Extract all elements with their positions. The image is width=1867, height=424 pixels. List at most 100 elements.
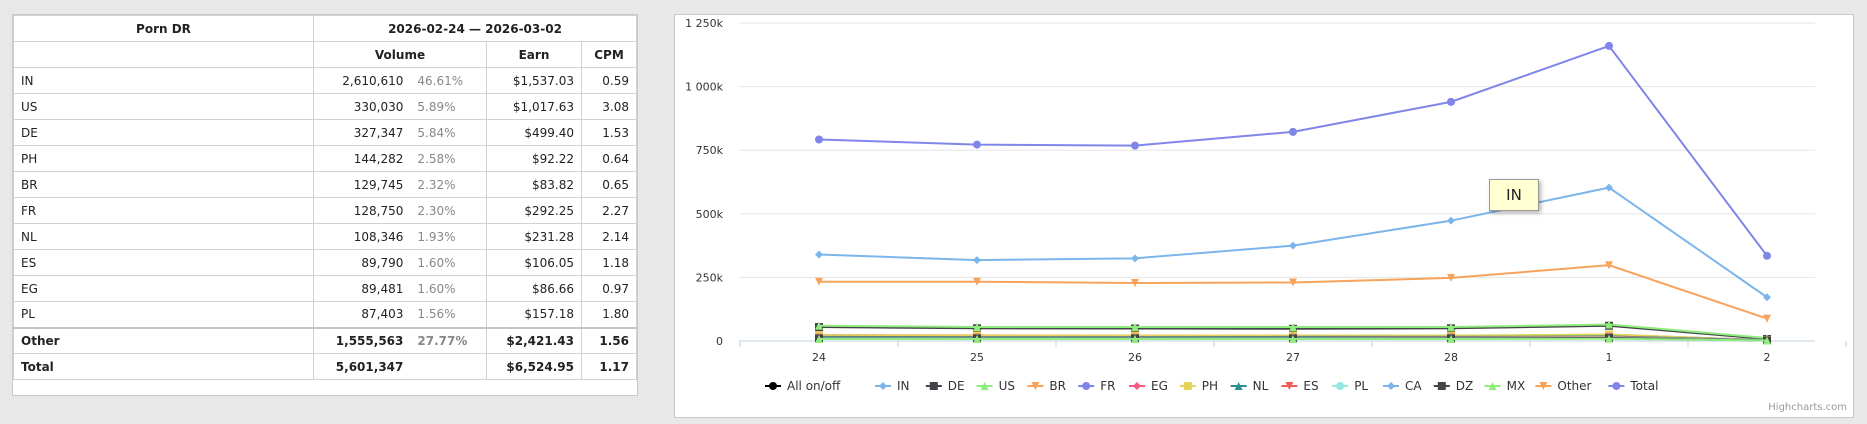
legend-marker[interactable] [1133, 382, 1141, 390]
data-point[interactable] [973, 323, 981, 332]
data-point[interactable] [1289, 241, 1297, 250]
legend-item-other[interactable]: Other [1557, 379, 1591, 393]
data-point[interactable] [1131, 278, 1139, 287]
data-point[interactable] [1131, 323, 1139, 332]
data-point[interactable] [1605, 261, 1613, 270]
data-point[interactable] [1763, 336, 1771, 345]
data-point[interactable] [1447, 323, 1455, 332]
row-country: PH [13, 145, 314, 172]
legend-marker[interactable] [1183, 382, 1192, 390]
data-point[interactable] [1447, 216, 1455, 225]
data-point[interactable] [815, 334, 823, 343]
row-volume: 1,555,563 [313, 326, 411, 354]
legend-marker[interactable] [1539, 382, 1548, 390]
legend-marker[interactable] [1437, 382, 1446, 390]
data-point[interactable] [1763, 293, 1771, 302]
table-period: 2026-02-24 — 2026-03-02 [313, 15, 637, 42]
data-point[interactable] [1763, 314, 1771, 323]
legend-item-eg[interactable]: EG [1151, 379, 1168, 393]
legend-marker[interactable] [1031, 382, 1040, 390]
row-percent: 1.93% [410, 223, 488, 250]
data-point[interactable] [1131, 141, 1139, 150]
table-column-header-row: Volume Earn CPM [13, 41, 637, 68]
legend-marker[interactable] [1488, 382, 1497, 390]
legend-item-ph[interactable]: PH [1202, 379, 1218, 393]
legend-marker[interactable] [1285, 382, 1294, 390]
data-point[interactable] [1605, 41, 1613, 50]
legend-item-br[interactable]: BR [1049, 379, 1066, 393]
legend-item-in[interactable]: IN [897, 379, 910, 393]
data-point[interactable] [1289, 278, 1297, 287]
legend-marker[interactable] [929, 382, 938, 390]
legend-item-total[interactable]: Total [1629, 379, 1658, 393]
data-point[interactable] [815, 250, 823, 259]
data-point[interactable] [973, 277, 981, 286]
table-row: PL 87,403 1.56% $157.18 1.80 [13, 301, 637, 328]
chart-credits[interactable]: Highcharts.com [1768, 402, 1847, 413]
header-cpm[interactable]: CPM [581, 41, 637, 68]
data-point[interactable] [1289, 323, 1297, 332]
row-country: PL [13, 301, 314, 328]
data-point[interactable] [1447, 97, 1455, 106]
data-point[interactable] [1131, 334, 1139, 343]
table-title-row: Porn DR 2026-02-24 — 2026-03-02 [13, 15, 637, 42]
data-point[interactable] [1447, 273, 1455, 282]
data-point[interactable] [973, 256, 981, 265]
legend-marker[interactable] [879, 382, 887, 390]
header-volume[interactable]: Volume [313, 41, 487, 68]
line-chart: 0 250k 500k 750k 1 000k 1 250k 24 25 26 27 28 1 2 All… [685, 17, 1847, 393]
legend-item-all-on-off[interactable]: All on/off [787, 379, 841, 393]
row-country: US [13, 93, 314, 120]
series-line-other[interactable] [819, 264, 1768, 320]
legend-item-mx[interactable]: MX [1507, 379, 1526, 393]
data-point[interactable] [1289, 334, 1297, 343]
data-point[interactable] [973, 140, 981, 149]
legend-item-fr[interactable]: FR [1100, 379, 1115, 393]
x-tick-label: 27 [1286, 351, 1300, 364]
row-cpm: 1.56 [581, 326, 637, 354]
data-point[interactable] [815, 277, 823, 286]
data-point[interactable] [1447, 334, 1455, 343]
y-tick-label: 500k [696, 208, 724, 221]
row-volume: 5,601,347 [313, 353, 411, 380]
legend-marker[interactable] [1387, 382, 1395, 390]
legend-marker[interactable] [1082, 382, 1091, 390]
row-percent: 46.61% [410, 67, 488, 94]
data-point[interactable] [1289, 127, 1297, 136]
row-cpm: 1.17 [581, 353, 637, 380]
legend-item-de[interactable]: DE [948, 379, 965, 393]
row-country: Other [13, 326, 314, 354]
data-point[interactable] [1605, 334, 1613, 343]
legend-item-ca[interactable]: CA [1405, 379, 1422, 393]
legend-marker[interactable] [1336, 382, 1345, 390]
data-point[interactable] [1763, 251, 1771, 260]
y-tick-label: 750k [696, 144, 724, 157]
row-cpm: 0.97 [581, 275, 637, 302]
y-tick-label: 0 [716, 335, 723, 348]
x-tick-label: 2 [1764, 351, 1771, 364]
data-point[interactable] [1605, 320, 1613, 329]
legend-marker[interactable] [1612, 382, 1621, 390]
row-volume: 128,750 [313, 197, 411, 224]
data-point[interactable] [815, 321, 823, 330]
y-tick-label: 1 250k [685, 17, 723, 30]
legend-item-us[interactable]: US [999, 379, 1015, 393]
legend-marker[interactable] [769, 382, 777, 390]
data-point[interactable] [815, 135, 823, 144]
legend-item-nl[interactable]: NL [1253, 379, 1269, 393]
data-point[interactable] [1605, 183, 1613, 192]
series-line-total[interactable] [818, 44, 1768, 257]
data-point[interactable] [1131, 254, 1139, 263]
legend-item-dz[interactable]: DZ [1456, 379, 1473, 393]
legend-marker[interactable] [1234, 382, 1243, 390]
legend-marker[interactable] [980, 382, 989, 390]
legend-item-es[interactable]: ES [1303, 379, 1318, 393]
row-percent: 5.89% [410, 93, 488, 120]
row-percent: 2.32% [410, 171, 488, 198]
row-earn: $1,537.03 [486, 67, 582, 94]
row-volume: 129,745 [313, 171, 411, 198]
row-country: IN [13, 67, 314, 94]
data-point[interactable] [973, 334, 981, 343]
legend-item-pl[interactable]: PL [1354, 379, 1368, 393]
header-earn[interactable]: Earn [486, 41, 582, 68]
